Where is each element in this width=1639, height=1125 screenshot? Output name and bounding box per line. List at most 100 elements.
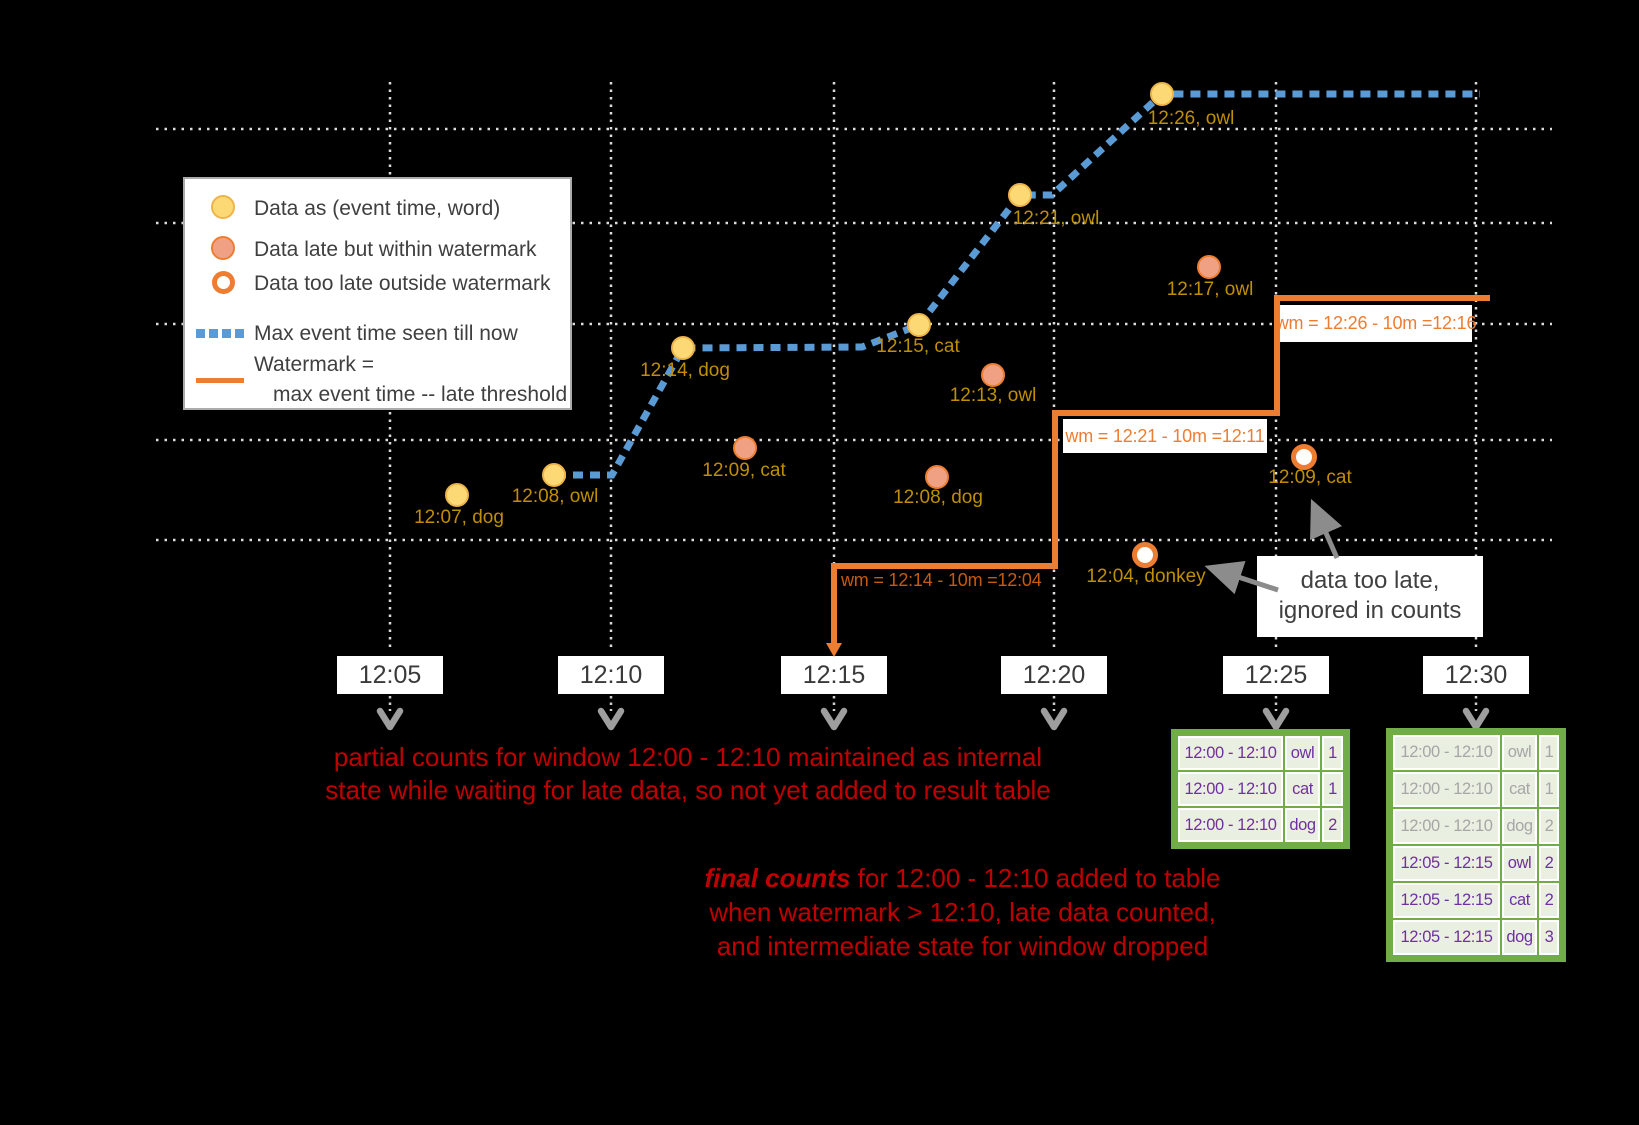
axis-tick-12:25: 12:25 (1223, 656, 1329, 694)
window-cell: 12:05 - 12:15 (1393, 920, 1500, 955)
count-cell: 3 (1539, 920, 1559, 955)
legend-item-dot-late: Data late but within watermark (185, 236, 570, 264)
note-final-emphasis: final counts (704, 863, 851, 893)
data-point-ontime (445, 483, 469, 507)
legend-item-label: Data too late outside watermark (254, 272, 551, 295)
table-row: 12:05 - 12:15 cat 2 (1393, 883, 1559, 918)
count-cell: 2 (1539, 883, 1559, 918)
word-cell: cat (1502, 772, 1537, 807)
legend-item-label-line2: max event time -- late threshold (273, 383, 568, 406)
data-point-late (925, 465, 949, 489)
count-cell: 1 (1322, 736, 1343, 770)
watermark-line-icon (196, 378, 244, 383)
note-partial-counts: partial counts for window 12:00 - 12:10 … (278, 741, 1098, 807)
window-cell: 12:00 - 12:10 (1393, 809, 1500, 844)
tick-arrowhead-icon (1462, 707, 1490, 731)
count-cell: 2 (1539, 846, 1559, 881)
too-late-callout-line1: data too late, (1300, 567, 1440, 594)
axis-arrowheads (376, 696, 1490, 731)
legend-item-label: Data late but within watermark (254, 238, 537, 261)
data-point-ontime (1008, 183, 1032, 207)
legend-item-label: Watermark = (254, 353, 374, 376)
arrow-to-late-cat (1310, 498, 1343, 560)
axis-tick-12:15: 12:15 (781, 656, 887, 694)
table-row: 12:00 - 12:10 cat 1 (1393, 772, 1559, 807)
count-cell: 1 (1322, 772, 1343, 806)
data-point-label: 12:13, owl (949, 385, 1037, 406)
data-point-label: 12:08, owl (511, 486, 599, 507)
ontime-dot-icon (211, 195, 235, 219)
max-event-time-dash-icon (196, 329, 244, 338)
legend-item-label: Max event time seen till now (254, 322, 518, 345)
word-cell: cat (1502, 883, 1537, 918)
data-point-label: 12:09, cat (702, 460, 786, 481)
legend: Data as (event time, word) Data late but … (183, 177, 572, 410)
table-row: 12:00 - 12:10 dog 2 (1178, 808, 1343, 842)
window-cell: 12:00 - 12:10 (1178, 808, 1283, 842)
axis-tick-12:10: 12:10 (558, 656, 664, 694)
word-cell: owl (1502, 846, 1537, 881)
legend-item-dot-ontime: Data as (event time, word) (185, 195, 570, 223)
word-cell: owl (1285, 736, 1320, 770)
legend-item-dash-blue: Max event time seen till now (185, 320, 570, 348)
data-point-toolate (1132, 542, 1158, 568)
table-row: 12:00 - 12:10 dog 2 (1393, 809, 1559, 844)
data-point-label: 12:09, cat (1268, 467, 1352, 488)
legend-item-label: Data as (event time, word) (254, 197, 501, 220)
table-row: 12:05 - 12:15 dog 3 (1393, 920, 1559, 955)
data-point-late (733, 436, 757, 460)
data-point-late (1197, 255, 1221, 279)
word-cell: owl (1502, 735, 1537, 770)
too-late-callout: data too late, ignored in counts (1257, 556, 1483, 637)
max-event-time-line (556, 90, 1480, 479)
watermark-value-label-0: wm = 12:14 - 10m =12:04 (841, 570, 1042, 590)
table-row: 12:00 - 12:10 cat 1 (1178, 772, 1343, 806)
note-final-line1-rest: for 12:00 - 12:10 added to table (850, 863, 1221, 893)
window-cell: 12:00 - 12:10 (1178, 772, 1283, 806)
legend-item-line-orange: Watermark = (185, 351, 570, 383)
data-point-ontime (671, 336, 695, 360)
data-point-label: 12:17, owl (1166, 279, 1254, 300)
result-table-1: 12:00 - 12:10 owl 1 12:00 - 12:10 cat 1 12:00 … (1171, 729, 1350, 849)
window-cell: 12:00 - 12:10 (1393, 772, 1500, 807)
data-point-label: 12:21, owl (1012, 208, 1100, 229)
note-partial-line1: partial counts for window 12:00 - 12:10 … (333, 742, 1043, 772)
table-row: 12:05 - 12:15 owl 2 (1393, 846, 1559, 881)
tick-arrowhead-icon (1262, 707, 1290, 731)
word-cell: dog (1502, 920, 1537, 955)
too-late-ring-icon (212, 271, 235, 294)
note-final-line3: and intermediate state for window droppe… (716, 931, 1209, 961)
axis-tick-12:20: 12:20 (1001, 656, 1107, 694)
table-row: 12:00 - 12:10 owl 1 (1178, 736, 1343, 770)
data-point-label: 12:04, donkey (1086, 566, 1206, 587)
window-cell: 12:05 - 12:15 (1393, 883, 1500, 918)
data-point-label: 12:14, dog (640, 360, 730, 381)
word-cell: cat (1285, 772, 1320, 806)
data-point-ontime (542, 463, 566, 487)
window-cell: 12:05 - 12:15 (1393, 846, 1500, 881)
data-point-label: 12:07, dog (414, 507, 504, 528)
data-point-label: 12:26, owl (1147, 108, 1235, 129)
late-dot-icon (211, 236, 235, 260)
data-point-ontime (907, 313, 931, 337)
note-final-line2: when watermark > 12:10, late data counte… (709, 897, 1216, 927)
count-cell: 1 (1539, 772, 1559, 807)
word-cell: dog (1502, 809, 1537, 844)
data-point-label: 12:08, dog (893, 487, 983, 508)
watermark-value-label-1: wm = 12:21 - 10m =12:11 (1063, 419, 1267, 453)
legend-item-ring-toolate: Data too late outside watermark (185, 270, 570, 298)
tick-arrowhead-icon (1040, 707, 1068, 731)
tick-arrowhead-icon (597, 707, 625, 731)
tick-arrowhead-icon (820, 707, 848, 731)
too-late-callout-line2: ignored in counts (1278, 597, 1462, 624)
note-final-counts: final counts for 12:00 - 12:10 added to … (690, 861, 1235, 963)
word-cell: dog (1285, 808, 1320, 842)
note-final-line1: final counts for 12:00 - 12:10 added to … (690, 861, 1235, 895)
data-point-ontime (1150, 82, 1174, 106)
count-cell: 1 (1539, 735, 1559, 770)
data-point-label: 12:15, cat (876, 336, 960, 357)
watermark-value-label-2: wm = 12:26 - 10m =12:16 (1276, 305, 1476, 342)
note-partial-line2: state while waiting for late data, so no… (325, 775, 1051, 805)
tick-arrowhead-icon (376, 707, 404, 731)
